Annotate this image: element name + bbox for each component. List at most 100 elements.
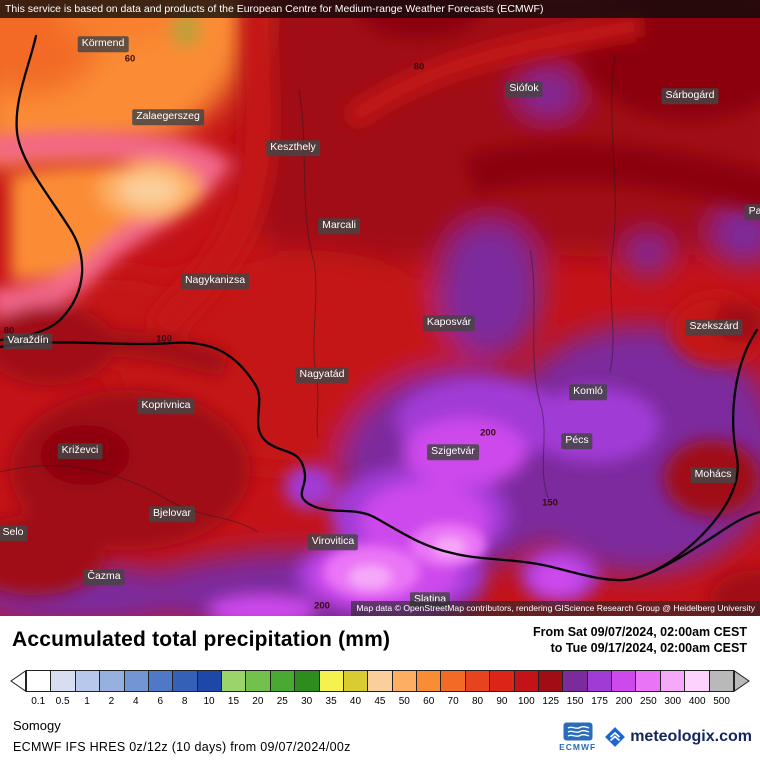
color-scale-value: 250 (640, 696, 657, 707)
color-scale-value: 150 (566, 696, 584, 707)
city-label: Čazma (83, 569, 125, 585)
color-scale-value: 25 (276, 696, 288, 707)
scale-arrow-left (10, 670, 26, 692)
contour-label: 200 (314, 600, 330, 612)
precipitation-map[interactable]: Körmend Zalaegerszeg Keszthely Siófok Sárbog… (0, 0, 760, 616)
color-scale (10, 670, 750, 692)
meteologix-logo[interactable]: meteologix.com (604, 726, 752, 748)
color-scale-value: 400 (688, 696, 706, 707)
color-scale-cell (440, 670, 466, 692)
color-scale-cell (221, 670, 247, 692)
precip-peak-regions (324, 523, 486, 598)
service-banner-text: This service is based on data and produc… (5, 3, 544, 15)
color-scale-value: 500 (713, 696, 730, 707)
city-label: Varaždín (3, 333, 53, 349)
color-scale-value: 80 (471, 696, 484, 707)
color-scale-cell (489, 670, 515, 692)
color-scale-cell (611, 670, 637, 692)
city-label: Bjelovar (149, 506, 195, 522)
region-label: Somogy (13, 718, 61, 733)
city-label: Sárbogárd (661, 88, 719, 104)
color-scale-value: 8 (181, 696, 188, 707)
color-scale-value: 35 (325, 696, 337, 707)
color-scale-value: 20 (252, 696, 264, 707)
meteologix-logo-icon (605, 727, 626, 747)
color-scale-value: 200 (615, 696, 633, 707)
color-scale-value: 30 (301, 696, 313, 707)
map-canvas (0, 0, 760, 616)
contour-label: 150 (542, 497, 558, 509)
ecmwf-logo-label: ECMWF (559, 742, 597, 752)
logos: ECMWF meteologix.com (559, 722, 752, 752)
city-label: Nagykanizsa (180, 273, 250, 289)
city-label: Szigetvár (427, 444, 479, 460)
color-scale-cell (172, 670, 198, 692)
city-label: Mohács (690, 467, 736, 483)
city-label: Pécs (561, 433, 593, 449)
service-banner: This service is based on data and produc… (0, 0, 760, 18)
ecmwf-logo[interactable]: ECMWF (559, 722, 596, 752)
city-label: Križevci (57, 443, 103, 459)
contour-label: 60 (124, 53, 136, 65)
color-scale-cell (269, 670, 296, 692)
color-scale-cell (586, 670, 612, 692)
country-borders (0, 34, 760, 582)
city-label: Nagyatád (295, 367, 349, 383)
color-scale-cell (74, 670, 101, 692)
city-label: Szekszárd (685, 319, 743, 335)
model-info: ECMWF IFS HRES 0z/12z (10 days) from 09/… (13, 740, 351, 754)
color-scale-value: 0.5 (55, 696, 70, 707)
city-label: Siófok (505, 81, 543, 97)
color-scale-cell (245, 670, 271, 692)
legend-panel: Accumulated total precipitation (mm) Fro… (0, 616, 760, 760)
color-scale-value: 15 (227, 696, 240, 707)
color-scale-labels: 0.1 0.5 1 2 4 6 8 10 15 20 25 30 35 40 45 50 60 70 80 90 100… (26, 696, 734, 707)
county-borders (0, 54, 616, 533)
color-scale-cell (635, 670, 661, 692)
contour-label: 80 (413, 61, 425, 73)
color-scale-cell (562, 670, 588, 692)
color-scale-cell (684, 670, 710, 692)
color-scale-cell (416, 670, 442, 692)
color-scale-cell (659, 670, 686, 692)
city-label: Koprivnica (137, 398, 195, 414)
city-label: Körmend (77, 36, 129, 52)
color-scale-value: 2 (108, 696, 115, 707)
color-scale-cell (147, 670, 174, 692)
color-scale-value: 0.1 (31, 696, 46, 707)
forecast-period-to: to Tue 09/17/2024, 02:00am CEST (550, 641, 747, 655)
color-scale-cell (464, 670, 491, 692)
color-scale-value: 90 (496, 696, 508, 707)
color-scale-value: 125 (542, 696, 560, 707)
color-scale-cell (294, 670, 320, 692)
color-scale-value: 1 (84, 696, 90, 707)
page-title: Accumulated total precipitation (mm) (12, 628, 391, 651)
city-label: Virovitica (307, 534, 359, 550)
city-label: Zalaegerszeg (132, 109, 204, 125)
color-scale-cells (26, 670, 734, 692)
scale-arrow-right (734, 670, 750, 692)
color-scale-value: 45 (374, 696, 386, 707)
color-scale-value: 10 (203, 696, 215, 707)
color-scale-cell (99, 670, 125, 692)
color-scale-cell (26, 670, 52, 692)
city-label: Kaposvár (422, 315, 476, 331)
color-scale-cell (50, 670, 76, 692)
color-scale-value: 40 (349, 696, 362, 707)
map-attribution: Map data © OpenStreetMap contributors, r… (351, 601, 760, 616)
color-scale-value: 6 (157, 696, 164, 707)
color-scale-value: 100 (517, 696, 535, 707)
color-scale-cell (196, 670, 222, 692)
color-scale-value: 70 (447, 696, 459, 707)
color-scale-cell (367, 670, 393, 692)
forecast-period-from: From Sat 09/07/2024, 02:00am CEST (532, 625, 747, 639)
color-scale-cell (342, 670, 369, 692)
contour-label: 80 (3, 325, 15, 337)
color-scale-cell (513, 670, 539, 692)
ecmwf-logo-icon (563, 722, 593, 741)
color-scale-cell (537, 670, 564, 692)
color-scale-value: 175 (591, 696, 608, 707)
map-attribution-text: Map data © OpenStreetMap contributors, r… (356, 603, 755, 613)
forecast-period: From Sat 09/07/2024, 02:00am CEST to Tue… (533, 624, 747, 656)
